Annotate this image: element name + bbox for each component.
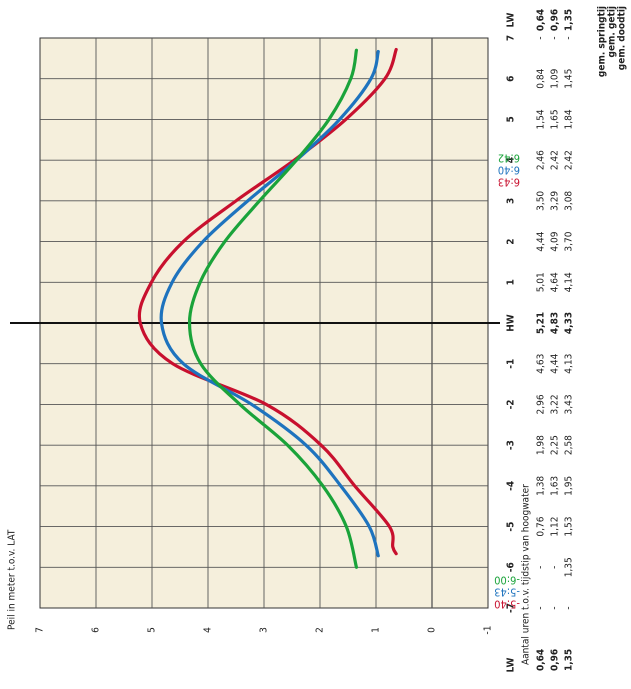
hour-tick-label: -5 <box>506 522 517 532</box>
table-value: 1,54 <box>536 109 547 129</box>
legend-label: gem. doodtij <box>617 6 628 70</box>
curve-layer <box>137 47 398 569</box>
table-value: - <box>550 566 561 569</box>
table-value: 1,98 <box>536 435 547 455</box>
level-tick-label: 3 <box>259 627 270 633</box>
table-value: 1,95 <box>564 476 575 496</box>
table-value: 0,76 <box>536 516 547 536</box>
table-value: 0,64 <box>536 649 547 671</box>
level-tick-label: -1 <box>483 626 494 635</box>
level-tick-label: 6 <box>91 627 102 633</box>
legend-label: gem. getij <box>607 6 618 57</box>
hour-tick-label: 2 <box>506 238 517 244</box>
table-value: 4,83 <box>550 312 561 334</box>
series-end-time: 6:42 <box>498 152 520 165</box>
level-tick-label: 4 <box>203 627 214 633</box>
table-value: 4,33 <box>564 312 575 334</box>
table-value: 5,01 <box>536 272 547 292</box>
hour-tick-label: 6 <box>506 76 517 82</box>
table-value: 0,84 <box>536 68 547 88</box>
hour-tick-label: 4 <box>506 157 517 163</box>
table-value: 4,13 <box>564 354 575 374</box>
table-value: 3,50 <box>536 191 547 211</box>
table-value: 5,21 <box>536 312 547 334</box>
series-line-2 <box>187 48 358 569</box>
table-value: - <box>564 606 575 609</box>
series-start-time: -6:00 <box>494 574 520 587</box>
table-value: 2,42 <box>550 150 561 170</box>
table-value: 1,38 <box>536 476 547 496</box>
series-line-0 <box>137 47 398 556</box>
table-value: 4,14 <box>564 272 575 292</box>
series-end-time: 6:40 <box>498 164 520 177</box>
table-value: - <box>536 606 547 609</box>
table-value: 0,64 <box>536 9 547 31</box>
y-axis-title: Peil in meter t.o.v. LAT <box>7 529 18 630</box>
level-tick-label: 7 <box>35 627 46 633</box>
hour-tick-label: -6 <box>506 562 517 572</box>
legend-label: gem. springtij <box>597 6 608 77</box>
level-tick-label: 2 <box>315 627 326 633</box>
hour-tick-label: -1 <box>506 359 517 369</box>
hour-tick-label: -7 <box>506 603 517 613</box>
table-value: 1,35 <box>564 649 575 671</box>
table-value: 3,43 <box>564 394 575 414</box>
hour-tick-label: -3 <box>506 440 517 450</box>
table-value: 2,96 <box>536 394 547 414</box>
level-tick-label: 1 <box>371 627 382 633</box>
table-value: - <box>536 36 547 39</box>
series-line-1 <box>159 49 380 558</box>
table-value: 1,84 <box>564 109 575 129</box>
table-value: 1,45 <box>564 69 575 89</box>
table-value: 3,22 <box>550 394 561 414</box>
table-value: - <box>550 36 561 39</box>
table-value: 4,63 <box>536 354 547 374</box>
table-value: - <box>550 606 561 609</box>
table-value: 1,53 <box>564 517 575 537</box>
table-value: 2,46 <box>536 150 547 170</box>
hour-tick-label: LW <box>506 12 517 27</box>
hour-tick-label: -2 <box>506 399 517 409</box>
grid-layer <box>10 38 500 608</box>
table-value: 4,09 <box>550 231 561 251</box>
table-value: 4,44 <box>550 353 561 373</box>
table-value: 1,09 <box>550 68 561 88</box>
table-value: 2,25 <box>550 435 561 455</box>
table-value: 1,63 <box>550 476 561 496</box>
series-start-time: -5:43 <box>494 586 520 599</box>
hour-tick-label: -4 <box>506 481 517 491</box>
hour-tick-label: 7 <box>506 35 517 41</box>
table-value: 4,64 <box>550 272 561 292</box>
hour-tick-label: LW <box>506 657 517 672</box>
table-value: 1,35 <box>564 9 575 31</box>
hour-tick-label: 5 <box>506 116 517 122</box>
table-value: 1,35 <box>564 557 575 577</box>
x-axis-title: Aantal uren t.o.v. tijdstip van hoogwate… <box>521 484 532 665</box>
level-tick-label: 5 <box>147 627 158 633</box>
table-value: 3,70 <box>564 231 575 251</box>
series-start-time: -5:40 <box>494 598 520 611</box>
table-value: 0,96 <box>550 649 561 671</box>
table-value: - <box>564 36 575 39</box>
table-value: - <box>536 566 547 569</box>
table-value: 1,12 <box>550 517 561 537</box>
hour-tick-label: 1 <box>506 279 517 285</box>
table-value: 2,58 <box>564 435 575 455</box>
table-value: 1,65 <box>550 109 561 129</box>
level-tick-label: 0 <box>427 627 438 633</box>
table-value: 3,29 <box>550 191 561 211</box>
series-end-time: 6:43 <box>498 176 520 189</box>
hour-tick-label: HW <box>506 314 517 332</box>
table-value: 2,42 <box>564 150 575 170</box>
table-value: 4,44 <box>536 231 547 251</box>
hour-tick-label: 3 <box>506 198 517 204</box>
table-value: 0,96 <box>550 9 561 31</box>
table-value: 3,08 <box>564 191 575 211</box>
